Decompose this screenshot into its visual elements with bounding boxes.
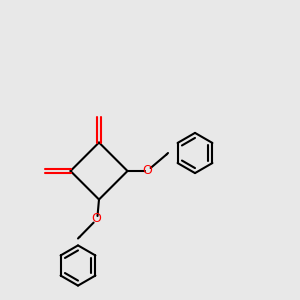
Text: O: O bbox=[142, 164, 152, 178]
Text: O: O bbox=[91, 212, 101, 226]
